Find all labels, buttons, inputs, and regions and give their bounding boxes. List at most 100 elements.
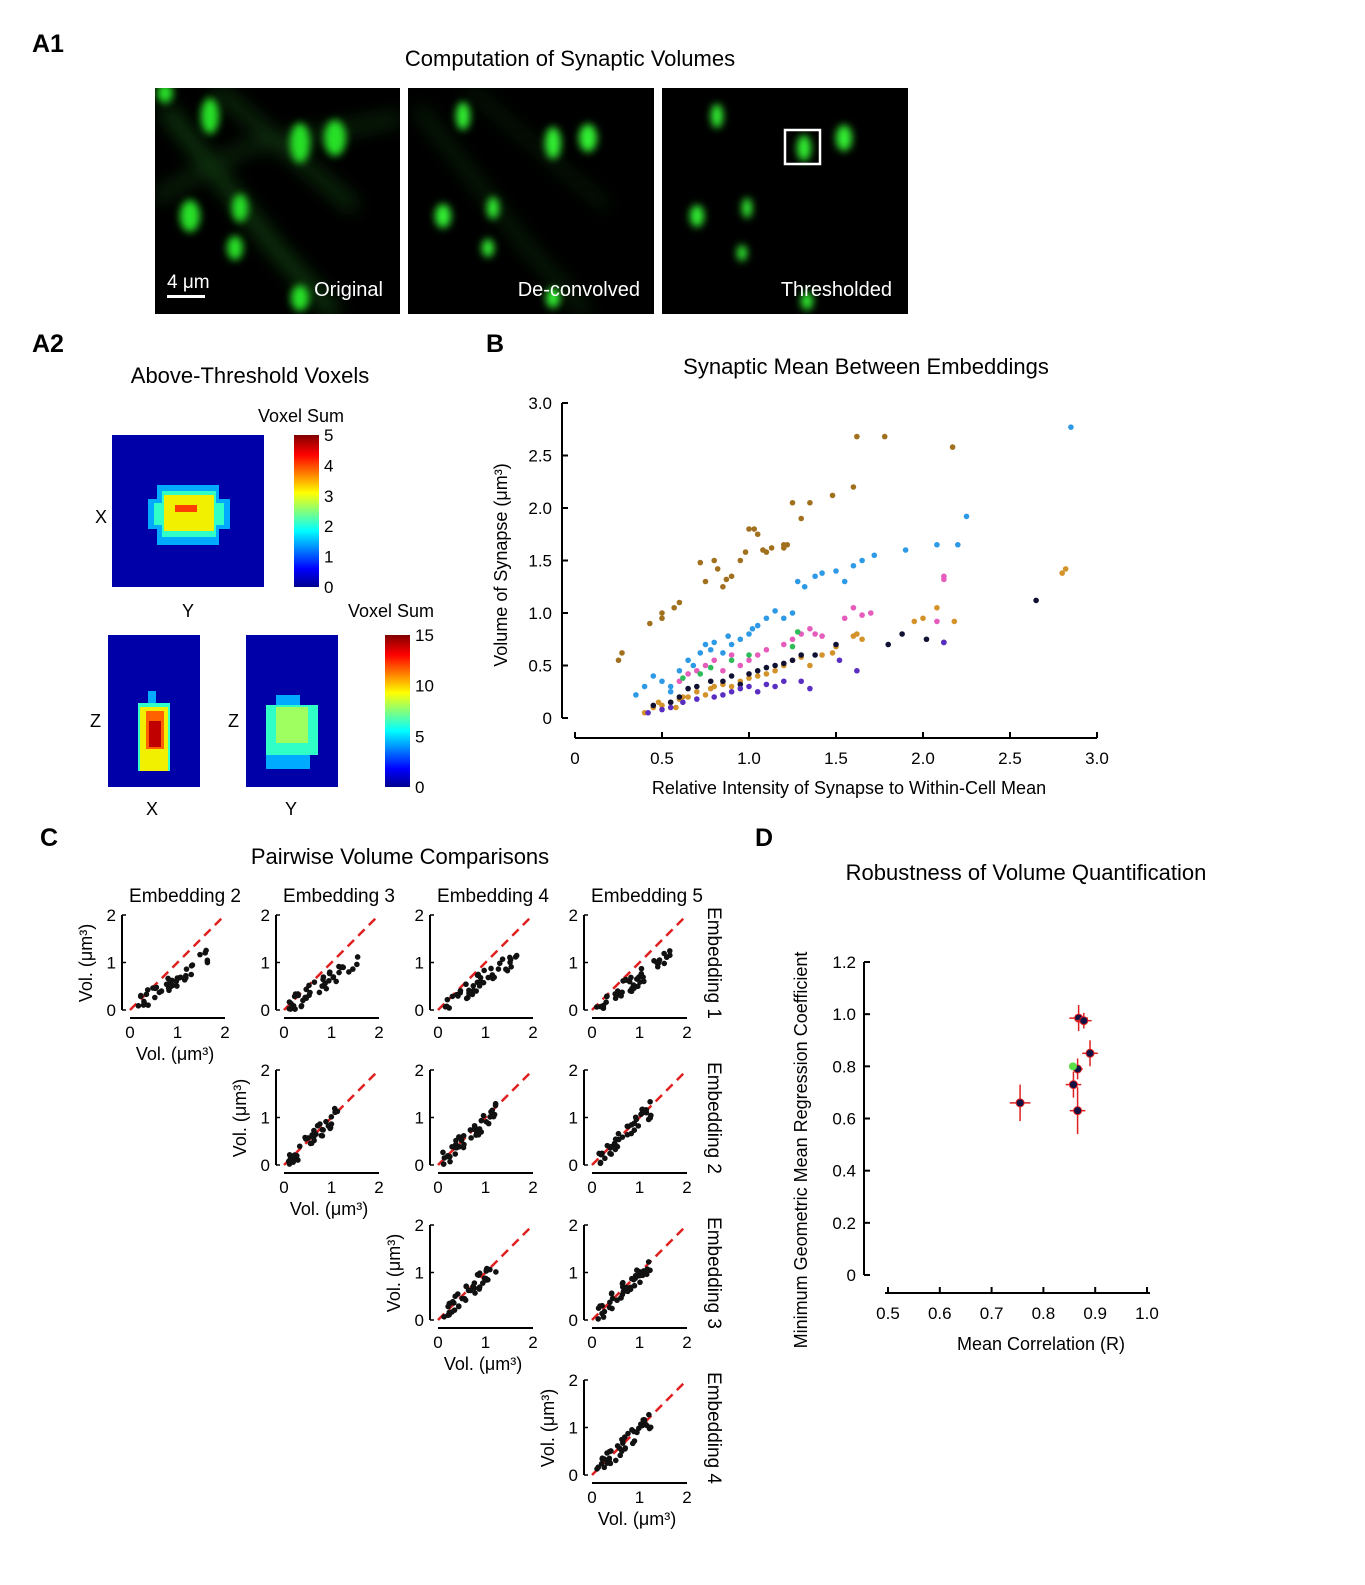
chart-c-point [508, 964, 514, 970]
chart-b-ylabel: Volume of Synapse (μm³) [491, 463, 511, 666]
chart-b-point [685, 694, 691, 700]
chart-b-point [676, 694, 683, 700]
chart-c-point [476, 1270, 483, 1277]
chart-c-point [300, 997, 306, 1004]
chart-d-marker [1085, 1048, 1095, 1058]
chart-c-point [512, 954, 519, 960]
chart-c-point [476, 1286, 483, 1292]
chart-b-ytick-label: 0.5 [528, 657, 552, 676]
chart-d-marker [1015, 1098, 1025, 1108]
chart-c-xtick-label: 2 [528, 1333, 537, 1352]
panel-letter-b: B [486, 330, 505, 358]
chart-b-point [702, 692, 709, 698]
chart-c-point [474, 979, 481, 986]
chart-c-point [334, 1108, 341, 1115]
panel-a2-title: Above-Threshold Voxels [130, 363, 370, 388]
chart-d-xtick-label: 0.7 [980, 1304, 1004, 1323]
chart-c-identity-line [591, 1069, 688, 1166]
chart-b-point [833, 641, 839, 648]
chart-c-point [305, 1135, 312, 1141]
chart-c-row-header: Embedding 3 [703, 1217, 724, 1329]
chart-c-point [647, 1267, 653, 1274]
bottom-colorbar [385, 635, 410, 787]
bottom-colorbar-tick: 15 [415, 626, 434, 645]
chart-c-point [487, 1266, 493, 1273]
chart-c-point [166, 987, 172, 994]
chart-c-point [495, 966, 502, 972]
chart-c-ylabel: Vol. (μm³) [384, 1234, 404, 1312]
chart-c-ytick-label: 0 [569, 1466, 578, 1485]
chart-c-xtick-label: 1 [635, 1333, 644, 1352]
micrograph-deconvolved: De-convolved [408, 88, 654, 314]
chart-d-ytick-label: 0.2 [832, 1214, 856, 1233]
chart-c-point [135, 1002, 142, 1009]
chart-d-marker [1073, 1106, 1083, 1116]
micrograph-thresholded: Thresholded [662, 88, 908, 314]
chart-b-point [641, 683, 648, 690]
chart-c-point [480, 979, 487, 986]
chart-c-point [620, 1279, 626, 1286]
chart-c-point [143, 991, 150, 998]
chart-b-point [754, 622, 761, 629]
chart-d-point [1009, 1084, 1031, 1122]
chart-c-xtick-label: 2 [682, 1333, 691, 1352]
chart-c-ytick-label: 2 [569, 1216, 578, 1235]
panel-letter-c: C [40, 824, 59, 852]
top-colorbar-tick: 2 [324, 517, 333, 536]
chart-c-ytick-label: 0 [569, 1001, 578, 1020]
chart-c-ytick-label: 0 [415, 1156, 424, 1175]
chart-d-xtick-label: 0.8 [1032, 1304, 1056, 1323]
chart-b-xtick-label: 3.0 [1085, 749, 1109, 768]
chart-b-point [789, 610, 796, 616]
chart-b-point [763, 671, 770, 677]
chart-c-point [311, 979, 318, 985]
chart-b-point [819, 652, 825, 658]
chart-d-point [1068, 1062, 1077, 1071]
chart-d-ytick-label: 0.6 [832, 1110, 856, 1129]
chart-b-point [955, 541, 961, 548]
chart-c-point [323, 1118, 329, 1125]
chart-c-point [183, 966, 190, 972]
chart-b-point [902, 547, 909, 553]
chart-b-point [650, 673, 657, 679]
chart-c-point [173, 978, 180, 985]
chart-c-point [594, 1466, 600, 1472]
chart-d-point [1082, 1040, 1098, 1067]
chart-b-point [781, 678, 787, 685]
chart-c-point [643, 1271, 650, 1278]
chart-d-ytick-label: 1.0 [832, 1005, 856, 1024]
chart-b-point [633, 692, 639, 698]
chart-b: Synaptic Mean Between Embeddings Relativ… [491, 354, 1109, 798]
chart-b-point [746, 683, 752, 690]
chart-b-point [781, 641, 787, 648]
chart-c-point [152, 985, 159, 992]
chart-c-row-header: Embedding 2 [703, 1062, 724, 1174]
chart-b-point [934, 618, 940, 625]
chart-b-point [754, 673, 761, 679]
chart-b-point [720, 667, 726, 674]
chart-c-xtick-label: 1 [173, 1023, 182, 1042]
chart-c-ylabel: Vol. (μm³) [76, 924, 96, 1002]
chart-b-point [772, 608, 778, 614]
chart-b-point [667, 704, 674, 711]
chart-b-point [833, 568, 839, 574]
chart-c-point [354, 961, 360, 968]
chart-b-point [707, 646, 714, 653]
chart-c-point [626, 978, 633, 985]
chart-d-point [1076, 1012, 1092, 1029]
chart-b-point [737, 662, 744, 669]
chart-c-point [613, 1136, 619, 1143]
chart-c-point [472, 1290, 478, 1296]
chart-c-point [647, 1098, 653, 1105]
chart-b-point [725, 633, 731, 639]
chart-c-ytick-label: 2 [569, 1371, 578, 1390]
chart-b-point [685, 685, 691, 692]
chart-b-point [737, 681, 744, 688]
chart-c-xtick-label: 0 [587, 1178, 596, 1197]
chart-b-point [673, 704, 679, 711]
chart-c-point [328, 1113, 335, 1120]
chart-b-point [702, 662, 709, 669]
chart-c-point [627, 1286, 634, 1293]
chart-b-point [911, 618, 918, 625]
chart-c-point [633, 1116, 640, 1123]
